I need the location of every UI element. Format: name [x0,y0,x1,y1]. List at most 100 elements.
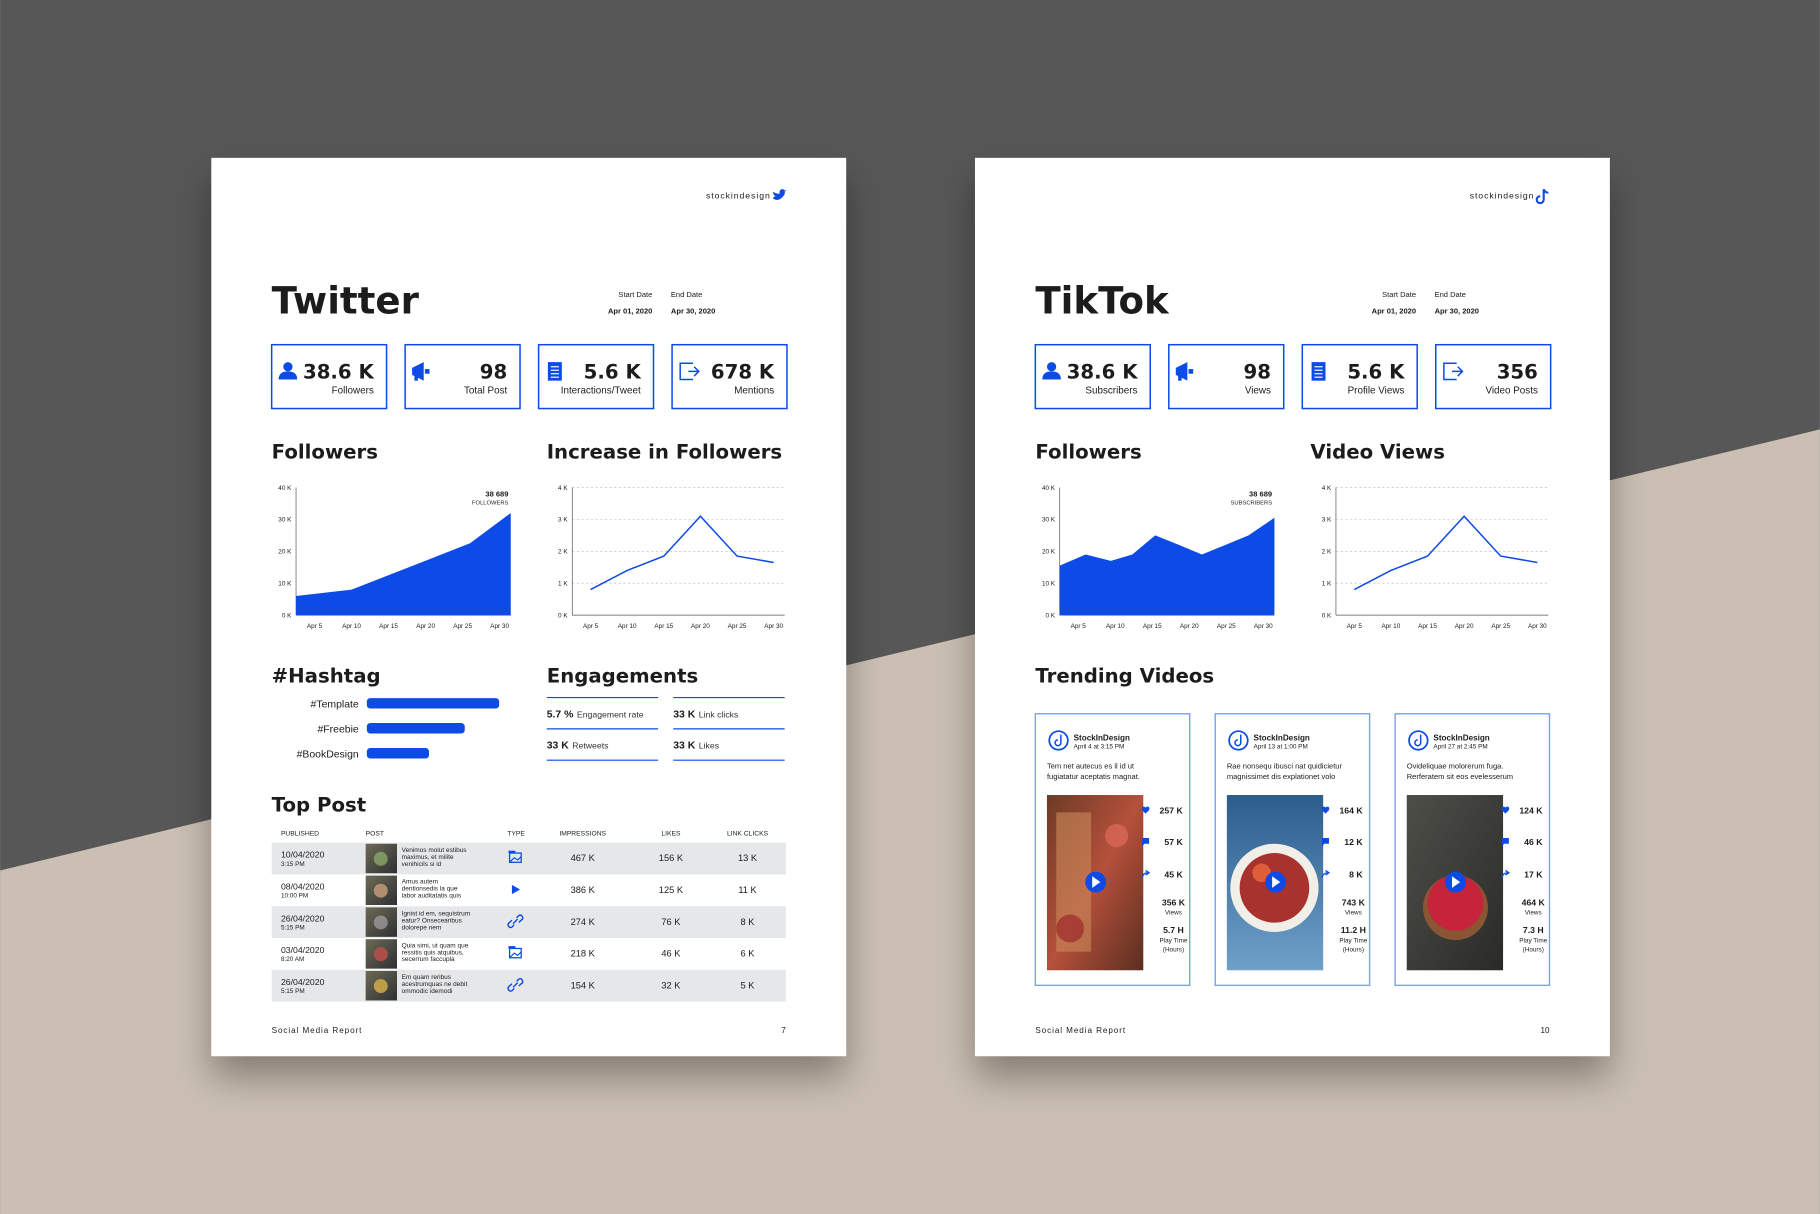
stat-label: Views [1245,385,1271,396]
x-tick-label: Apr 10 [1106,623,1125,630]
page-number: 7 [781,1026,786,1035]
line [590,515,774,591]
y-tick-label: 40 K [278,485,292,492]
thumbnail-detail [1104,824,1129,848]
icon-comment [1501,837,1509,847]
icon-part [1046,362,1057,372]
stat-box [404,343,521,410]
icon-part [1408,730,1429,751]
icon-tiktok [1228,730,1249,751]
video-play-label: Play Time [1339,937,1367,944]
page-title: TikTok [1035,279,1170,322]
x-tick-label: Apr 20 [1180,623,1199,630]
play-button-arrow [1272,876,1281,888]
icon-part [508,946,516,949]
icon-part [773,189,787,200]
y-tick-label: 10 K [1042,581,1056,588]
chart-title: Increase in Followers [547,440,782,463]
cell-post: Ignist id em, sequistrum [402,910,470,917]
x-tick-label: Apr 25 [728,623,747,630]
bar-label: #Template [311,699,359,710]
section-title: Engagements [547,664,699,687]
video-date: April 4 at 3:15 PM [1074,744,1125,751]
icon-part [278,371,298,380]
stat-value: 38.6 K [1067,360,1139,383]
video-caption: magnissimet dis explationet volo [1227,772,1335,781]
video-caption: Tem net autecus es il id ut [1047,761,1135,770]
stat-value: 678 K [711,360,775,383]
end-date: Apr 30, 2020 [671,306,715,315]
table-header: TYPE [507,831,525,838]
cell-post: acestrumquas ne debit [402,981,468,988]
x-tick-label: Apr 25 [453,623,472,630]
icon-part [1321,806,1330,814]
video-account: StockInDesign [1074,733,1130,742]
video-views-label: Views [1525,910,1542,917]
video-likes: 124 K [1519,806,1543,816]
y-tick-label: 30 K [1042,517,1056,524]
cell-post: eatur? Onsecearibus [402,917,463,924]
cell-post: labor auditatatis quis [402,893,462,900]
y-tick-label: 0 K [558,612,568,619]
stat-label: Mentions [734,385,774,396]
engagement-value: 5.7 % [547,709,574,720]
engagement: 33 K Link clicks [673,709,739,720]
icon-part [414,374,418,381]
cell-post: Em quam reribus [402,974,452,981]
cell-time: 10:00 PM [281,893,308,900]
video-shares: 17 K [1524,869,1543,879]
y-tick-label: 30 K [278,517,292,524]
icon-part [1048,730,1069,751]
stat-value: 356 [1497,360,1538,383]
icon-play [511,884,521,895]
x-tick-label: Apr 20 [691,623,710,630]
x-tick-label: Apr 15 [1418,623,1437,630]
cell-impressions: 467 K [571,853,596,863]
y-tick-label: 4 K [1322,485,1332,492]
cell-post: dolorepe nem [402,924,442,931]
video-play-label: Play Time [1519,937,1547,944]
table-row-bg [271,969,786,1002]
engagement-label: Retweets [572,741,609,751]
icon-heart [1141,806,1150,814]
video-play-label: Play Time [1159,937,1187,944]
cell-time: 8:20 AM [281,956,304,963]
icon-part [1228,730,1249,751]
video-comments: 12 K [1344,837,1363,847]
bar [366,723,465,734]
section-title: Trending Videos [1035,664,1214,687]
icon-heart [1501,806,1510,814]
cell-clicks: 5 K [741,980,756,990]
video-play-unit: (Hours) [1343,947,1364,954]
y-tick-label: 0 K [282,612,292,619]
x-tick-label: Apr 30 [764,623,783,630]
cell-clicks: 11 K [738,885,757,895]
start-label: Start Date [1382,290,1416,299]
x-tick-label: Apr 20 [1455,623,1474,630]
bar [366,748,430,759]
end-label: End Date [671,290,702,299]
x-tick-label: Apr 20 [416,623,435,630]
icon-part [1142,837,1150,847]
video-views: 356 K [1162,897,1186,907]
page-number: 10 [1540,1026,1550,1035]
y-tick-label: 0 K [1322,612,1332,619]
video-caption: Ovideliquae molorerum fuga. [1407,761,1504,770]
icon-part [547,362,562,381]
engagement-value: 33 K [673,741,696,752]
x-tick-label: Apr 25 [1491,623,1510,630]
y-tick-label: 4 K [558,485,568,492]
icon-person [278,362,298,380]
annotation-label: SUBSCRIBERS [1231,500,1273,506]
video-play-time: 5.7 H [1163,925,1184,935]
cell-post: Venimos molut estibus [402,847,468,854]
cell-clicks: 6 K [741,949,756,959]
cell-likes: 46 K [661,949,681,959]
table-header: PUBLISHED [281,831,319,838]
icon-part [1042,371,1061,380]
icon-part [1188,369,1194,374]
icon-doc [1311,362,1326,381]
y-tick-label: 3 K [1322,517,1332,524]
cell-date: 08/04/2020 [281,881,325,891]
icon-part [1443,362,1464,381]
